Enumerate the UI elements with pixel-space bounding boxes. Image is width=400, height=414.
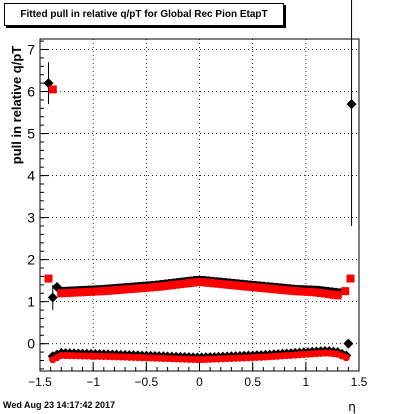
x-tick-label: −1.5 [28,375,52,389]
data-point-square [325,290,334,299]
data-point-square [163,281,172,290]
y-tick-label: 0 [27,336,35,352]
data-point-square [138,284,147,293]
tick-labels: −1.5 −1 −0.5 0 0.5 1 1.5 0 1 2 3 4 5 6 7 [27,42,367,389]
x-axis-label: η [348,400,356,414]
data-point-square [172,280,181,289]
x-tick-label: −1 [86,375,100,389]
data-point-square [155,282,164,291]
data-point-square [210,279,219,288]
y-tick-label: 7 [27,42,35,58]
data-point-square [104,286,113,295]
data-point-square [87,287,96,296]
data-point-square [150,283,159,292]
data-point-square [121,285,130,294]
data-point-square [176,280,185,289]
data-point-square [159,282,168,291]
y-axis-label: pull in relative q/pT [9,46,24,165]
data-point-square [252,283,261,292]
data-point-square [91,287,100,296]
data-point-square [341,287,350,296]
data-point-square [269,285,278,294]
data-point-square [286,286,295,295]
data-point-square [82,287,91,296]
data-point-square [142,283,151,292]
y-tick-label: 4 [27,168,35,184]
grid-lines [40,39,359,371]
data-point-square [108,286,117,295]
data-point-square [65,288,74,297]
y-tick-label: 2 [27,252,35,268]
data-point-square [167,281,176,290]
chart-title: Fitted pull in relative q/pT for Global … [4,3,284,26]
data-point-square [320,289,329,298]
data-point-square [116,285,125,294]
data-point-square [180,279,189,288]
data-point-square [70,288,79,297]
y-tick-label: 5 [27,126,35,142]
data-point-square [299,287,308,296]
data-point-square [48,85,57,94]
data-point-diamond [343,338,354,349]
data-point-square [129,284,138,293]
data-point-square [74,288,83,297]
data-point-square [329,290,338,299]
data-point-square [333,291,342,300]
data-point-square [125,285,134,294]
data-point-square [189,278,198,287]
data-point-square [274,285,283,294]
data-point-square [44,274,53,283]
data-point-square [244,282,253,291]
x-tick-label: 1.5 [351,375,368,389]
y-tick-label: 3 [27,210,35,226]
plot-frame [39,38,360,372]
x-tick-label: −0.5 [134,375,158,389]
data-point-square [235,281,244,290]
data-point-square [248,283,257,292]
data-point-square [346,274,355,283]
data-point-square [231,281,240,290]
data-point-square [257,283,266,292]
data-point-square [112,286,121,295]
data-point-square [197,278,206,287]
data-point-square [312,288,321,297]
data-point-square [265,284,274,293]
data-point-diamond [47,292,58,303]
data-point-square [240,282,249,291]
data-point-circle [342,353,350,362]
timestamp: Wed Aug 23 14:17:42 2017 [3,400,116,410]
data-point-square [133,284,142,293]
data-point-square [223,280,232,289]
data-point-square [201,278,210,287]
data-point-square [99,287,108,296]
data-point-square [95,287,104,296]
data-point-square [227,281,236,290]
data-point-square [184,279,193,288]
data-point-square [303,287,312,296]
x-tick-label: 0 [196,375,203,389]
data-point-square [61,289,70,298]
data-point-square [193,278,202,287]
data-point-square [78,288,87,297]
axis-ticks [39,40,360,371]
data-points [43,0,357,364]
data-point-square [282,286,291,295]
data-point-square [308,288,317,297]
y-tick-label: 1 [27,294,35,310]
data-point-diamond [346,99,357,110]
data-point-square [295,287,304,296]
data-point-square [291,287,300,296]
y-tick-label: 6 [27,84,35,100]
data-point-square [57,289,66,298]
data-point-square [146,283,155,292]
data-point-square [261,284,270,293]
x-tick-label: 1 [302,375,309,389]
data-point-square [278,285,287,294]
x-tick-label: 0.5 [244,375,261,389]
data-point-square [206,278,215,287]
data-point-square [316,289,325,298]
data-point-square [214,279,223,288]
data-point-square [218,280,227,289]
